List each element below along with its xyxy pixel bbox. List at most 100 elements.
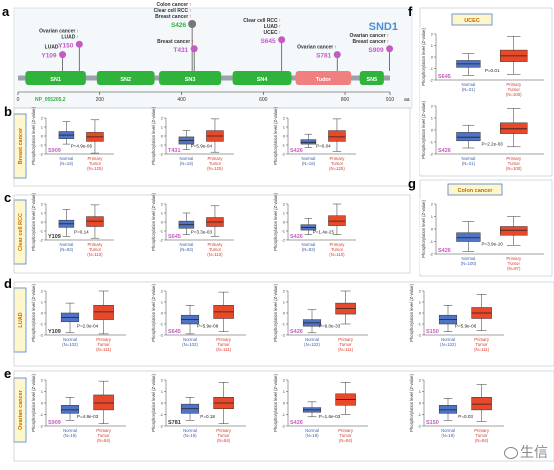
- cancer-label: Breast cancer: [353, 39, 386, 45]
- y-axis-label: Phosphorylation level (Z-value): [421, 101, 426, 159]
- up-arrow-icon: ↑: [76, 34, 79, 40]
- tumor-count: (N=84): [217, 438, 231, 443]
- site-label: S426: [438, 248, 451, 254]
- plot-background: [420, 198, 548, 274]
- cancer-title: Ovarian cancer: [18, 389, 24, 430]
- box-plot: -2 -1 0 1 2 Phosphorylation level (Z-value) No…: [272, 284, 372, 355]
- y-axis-label: Phosphorylation level (Z-value): [273, 193, 278, 251]
- tumor-label: Primary: [330, 242, 346, 247]
- tumor-count: (N=100): [506, 166, 522, 171]
- y-tick-label: 2: [41, 378, 44, 383]
- tumor-count: (N=111): [96, 347, 112, 352]
- site-label: S426: [290, 329, 303, 335]
- normal-box: [60, 405, 80, 414]
- y-axis-label: Phosphorylation level (Z-value): [31, 193, 36, 251]
- y-tick-label: 2: [161, 116, 164, 121]
- normal-box: [456, 132, 481, 142]
- cancer-label-box: [451, 13, 493, 26]
- normal-count: (N=102): [440, 342, 456, 347]
- cancer-label: UCEC: [263, 30, 278, 36]
- site-label: Y150: [58, 42, 74, 49]
- y-tick-label: 1: [41, 300, 44, 305]
- y-axis-label: Phosphorylation level (Z-value): [421, 200, 426, 258]
- axis-tick-label: 200: [96, 97, 105, 103]
- up-arrow-icon: ↑: [189, 14, 192, 20]
- tumor-count: (N=111): [216, 347, 232, 352]
- normal-label: Normal: [179, 242, 193, 247]
- p-value: P=5.9e-08: [197, 323, 219, 328]
- p-value: P=0.14: [74, 230, 89, 235]
- site-label: Y109: [48, 234, 61, 240]
- normal-label: Normal: [63, 428, 77, 433]
- tumor-label: Primary: [474, 428, 490, 433]
- normal-count: (N=83): [302, 247, 316, 252]
- y-tick-label: 2: [161, 378, 164, 383]
- y-tick-label: 1: [431, 116, 434, 121]
- axis-unit-label: aa: [404, 97, 410, 103]
- y-tick-label: 0: [431, 55, 434, 60]
- cancer-label: Ovarian cancer: [349, 33, 385, 39]
- domain-label: SN5: [366, 77, 377, 83]
- y-tick-label: -1: [429, 140, 433, 145]
- y-tick-label: 0: [161, 311, 164, 316]
- site-lollipop: [59, 51, 67, 59]
- normal-label: Normal: [301, 156, 315, 161]
- tumor-count: (N=125): [329, 166, 345, 171]
- watermark-text: 生信: [520, 445, 548, 461]
- site-label: S150: [426, 329, 439, 335]
- tumor-label: Primary: [506, 156, 522, 161]
- site-label: S781: [168, 420, 181, 426]
- y-tick-label: 0: [283, 134, 286, 139]
- y-tick-label: -2: [429, 252, 433, 257]
- domain-label: SN1: [50, 77, 61, 83]
- y-tick-label: 2: [41, 202, 44, 207]
- p-value: P=5.9e-06: [455, 323, 477, 328]
- y-tick-label: 2: [283, 289, 286, 294]
- box-plot: -2 -1 0 1 2 Phosphorylation level (Z-value) No…: [150, 193, 238, 260]
- accession-label: NP_055205.2: [35, 97, 66, 103]
- plot-background: [30, 198, 118, 260]
- tumor-count: (N=97): [507, 266, 521, 271]
- panel-a: a SND1 SN1 SN2 SN3 SN4 Tudor SN5 0 200 400 600 800 91…: [2, 0, 413, 109]
- plot-background: [150, 285, 250, 355]
- normal-count: (N=31): [462, 87, 476, 92]
- site-label: S426: [171, 22, 187, 29]
- panel-frame: [13, 281, 554, 367]
- site-label: S909: [368, 47, 384, 54]
- y-tick-label: 1: [431, 214, 434, 219]
- plot-background: [272, 285, 372, 355]
- y-tick-label: 1: [431, 43, 434, 48]
- tumor-label: Tumor: [209, 161, 222, 166]
- y-tick-label: 0: [161, 220, 164, 225]
- y-axis-label: Phosphorylation level (Z-value): [151, 107, 156, 165]
- panel-frame: [13, 370, 554, 462]
- p-value: P=1.4e-25: [313, 230, 335, 235]
- y-tick-label: -2: [281, 424, 285, 429]
- cancer-label: Ovarian cancer: [152, 0, 188, 2]
- tumor-label: Tumor: [475, 433, 488, 438]
- site-label: S909: [48, 420, 61, 426]
- y-axis-label: Phosphorylation level (Z-value): [31, 284, 36, 342]
- normal-label: Normal: [461, 82, 475, 87]
- y-tick-label: 0: [41, 220, 44, 225]
- tumor-label: Primary: [338, 337, 354, 342]
- normal-count: (N=102): [182, 342, 198, 347]
- p-value: P=0.18: [200, 414, 215, 419]
- site-label: Y109: [41, 53, 57, 60]
- site-label: S909: [48, 148, 61, 154]
- panel-letter: e: [4, 366, 11, 381]
- cancer-label: Clear cell RCC: [243, 18, 278, 24]
- site-label: S645: [438, 74, 451, 80]
- tumor-label: Primary: [88, 156, 104, 161]
- tumor-count: (N=84): [97, 438, 111, 443]
- watermark: 生信: [504, 442, 548, 462]
- tumor-label: Tumor: [339, 342, 352, 347]
- p-value: P=0.04: [316, 144, 331, 149]
- site-lollipop: [386, 45, 394, 53]
- y-tick-label: 2: [431, 202, 434, 207]
- normal-count: (N=18): [60, 161, 74, 166]
- plot-background: [150, 198, 238, 260]
- p-value: P=4.9e-06: [71, 144, 93, 149]
- y-tick-label: -1: [159, 143, 163, 148]
